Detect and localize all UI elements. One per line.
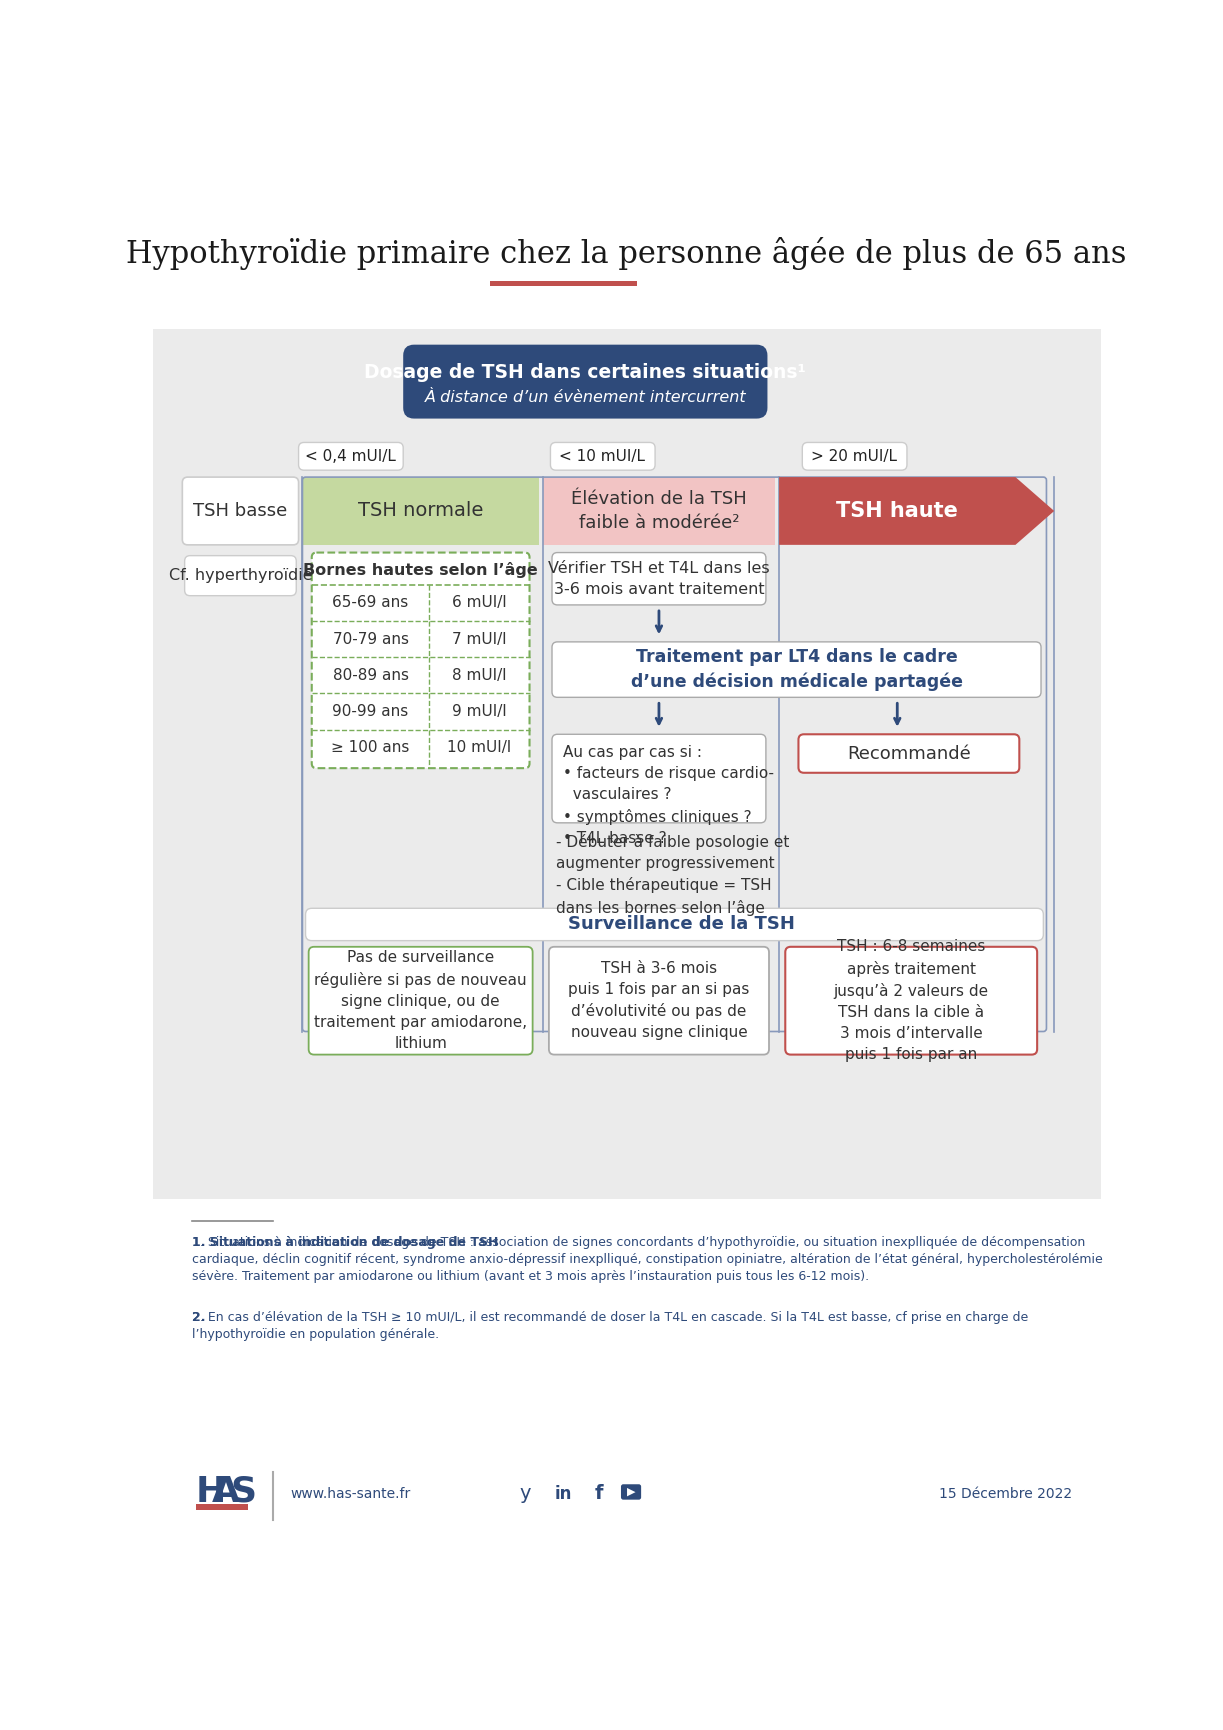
FancyBboxPatch shape [550,443,656,471]
FancyBboxPatch shape [552,552,766,606]
Text: TSH à 3-6 mois
puis 1 fois par an si pas
d’évolutivité ou pas de
nouveau signe c: TSH à 3-6 mois puis 1 fois par an si pas… [569,960,750,1040]
FancyBboxPatch shape [298,443,404,471]
Text: > 20 mUI/L: > 20 mUI/L [811,448,898,464]
Text: A: A [212,1476,240,1509]
Text: Surveillance de la TSH: Surveillance de la TSH [567,915,795,934]
FancyBboxPatch shape [404,344,768,419]
Text: TSH haute: TSH haute [837,502,958,521]
FancyBboxPatch shape [799,734,1019,773]
Text: 1. Situations à indication de dosage de TSH : association de signes concordants : 1. Situations à indication de dosage de … [192,1237,1102,1284]
FancyBboxPatch shape [312,552,530,768]
Text: < 0,4 mUI/L: < 0,4 mUI/L [305,448,396,464]
Text: H: H [196,1476,226,1509]
Bar [153,329,1101,1199]
Bar [196,1505,248,1510]
Text: 90-99 ans: 90-99 ans [333,704,408,720]
Text: 80-89 ans: 80-89 ans [333,668,408,683]
Text: TSH basse: TSH basse [193,502,287,521]
Bar [153,1462,1101,1540]
Text: À distance d’un évènement intercurrent: À distance d’un évènement intercurrent [424,389,746,405]
Text: - Débuter à faible posologie et
augmenter progressivement
- Cible thérapeutique : - Débuter à faible posologie et augmente… [556,834,789,915]
Text: Hypothyroïdie primaire chez la personne âgée de plus de 65 ans: Hypothyroïdie primaire chez la personne … [126,237,1126,270]
Text: S: S [230,1476,257,1509]
Text: TSH normale: TSH normale [358,502,483,521]
Text: 70-79 ans: 70-79 ans [333,631,408,647]
FancyBboxPatch shape [621,1484,641,1500]
Text: 9 mUI/l: 9 mUI/l [453,704,506,720]
FancyBboxPatch shape [785,946,1037,1055]
Text: 65-69 ans: 65-69 ans [333,595,408,611]
FancyBboxPatch shape [308,946,533,1055]
Text: Cf. hyperthyroïdie: Cf. hyperthyroïdie [169,567,312,583]
Text: 1. Situations à indication de dosage de TSH: 1. Situations à indication de dosage de … [192,1237,503,1249]
Bar [302,477,539,545]
Text: in: in [555,1484,572,1502]
FancyBboxPatch shape [185,555,296,595]
Bar [543,477,775,545]
Bar [490,280,637,285]
Bar [153,208,1101,329]
Text: Au cas par cas si :
• facteurs de risque cardio-
  vasculaires ?
• symptômes cli: Au cas par cas si : • facteurs de risque… [563,746,774,846]
Text: 10 mUI/l: 10 mUI/l [448,740,511,756]
Text: 6 mUI/l: 6 mUI/l [453,595,506,611]
FancyBboxPatch shape [552,642,1041,697]
Text: Recommandé: Recommandé [848,744,971,763]
Text: Vérifier TSH et T4L dans les
3-6 mois avant traitement: Vérifier TSH et T4L dans les 3-6 mois av… [548,561,769,597]
Text: TSH : 6-8 semaines
après traitement
jusqu’à 2 valeurs de
TSH dans la cible à
3 m: TSH : 6-8 semaines après traitement jusq… [834,939,988,1062]
Text: Dosage de TSH dans certaines situations¹: Dosage de TSH dans certaines situations¹ [364,363,806,382]
Text: Pas de surveillance
régulière si pas de nouveau
signe clinique, ou de
traitement: Pas de surveillance régulière si pas de … [314,950,527,1050]
Text: 7 mUI/l: 7 mUI/l [453,631,506,647]
Text: y: y [519,1484,531,1503]
Text: ▶: ▶ [627,1488,635,1496]
Text: 8 mUI/l: 8 mUI/l [453,668,506,683]
Text: Bornes hautes selon l’âge: Bornes hautes selon l’âge [303,562,538,578]
FancyBboxPatch shape [306,908,1043,941]
Bar [153,1199,1101,1477]
Text: 15 Décembre 2022: 15 Décembre 2022 [939,1486,1071,1500]
Text: 2. En cas d’élévation de la TSH ≥ 10 mUI/L, il est recommandé de doser la T4L en: 2. En cas d’élévation de la TSH ≥ 10 mUI… [192,1311,1027,1341]
Text: 2.: 2. [192,1311,205,1323]
FancyBboxPatch shape [549,946,769,1055]
Text: ≥ 100 ans: ≥ 100 ans [331,740,410,756]
Text: www.has-sante.fr: www.has-sante.fr [291,1486,411,1500]
FancyBboxPatch shape [552,734,766,823]
FancyBboxPatch shape [182,477,298,545]
Text: Traitement par LT4 dans le cadre
d’une décision médicale partagée: Traitement par LT4 dans le cadre d’une d… [631,649,963,690]
Polygon shape [779,477,1054,545]
Text: < 10 mUI/L: < 10 mUI/L [559,448,646,464]
FancyBboxPatch shape [802,443,907,471]
Text: f: f [594,1484,603,1503]
Text: Élévation de la TSH
faible à modérée²: Élévation de la TSH faible à modérée² [571,490,747,531]
